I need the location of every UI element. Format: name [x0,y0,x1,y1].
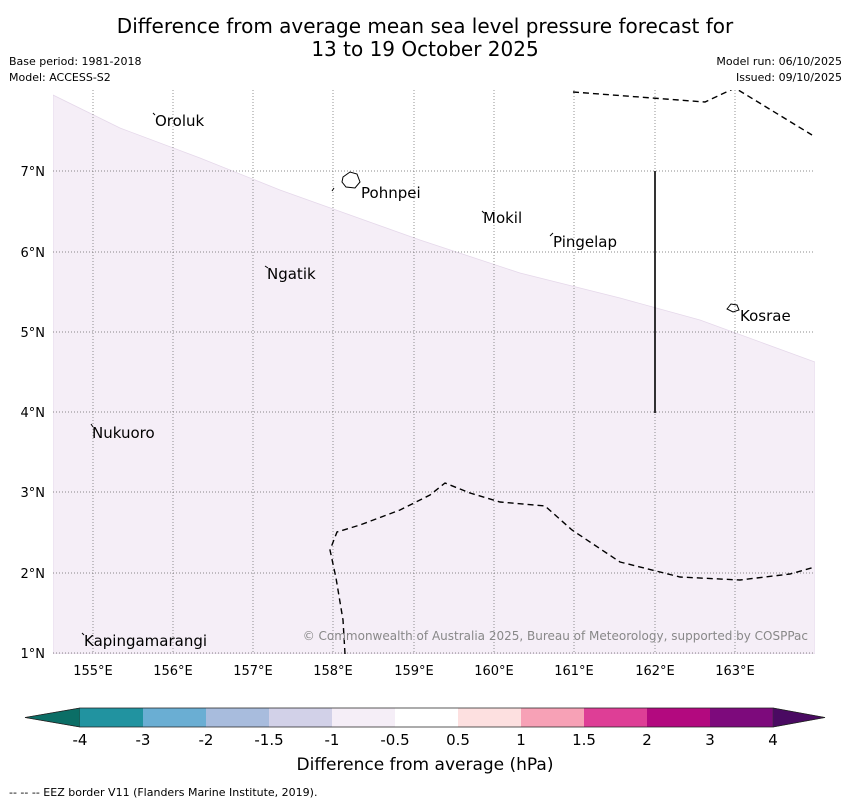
place-label-ngatik: Ngatik [267,265,316,283]
lat-tick-label: 7°N [21,165,46,180]
colorbar-swatch [710,708,773,727]
colorbar-swatch [269,708,332,727]
lon-tick-label: 158°E [313,664,353,679]
colorbar-tick-label: -3 [135,731,151,749]
colorbar-swatch [143,708,206,727]
lat-tick-label: 5°N [21,326,46,341]
lon-tick-label: 162°E [635,664,675,679]
colorbar-extend-low [24,707,81,728]
colorbar-swatch [647,708,710,727]
colorbar-swatch [80,708,143,727]
model-label: Model: ACCESS-S2 [9,71,111,84]
place-label-pingelap: Pingelap [553,233,617,251]
lat-tick-label: 6°N [21,246,46,261]
chart-title-line-2: 13 to 19 October 2025 [311,37,539,61]
lon-tick-label: 161°E [554,664,594,679]
colorbar-swatch [395,708,458,727]
eez-footnote: -- -- -- EEZ border V11 (Flanders Marine… [9,786,318,799]
colorbar-tick-label: 1.5 [572,731,596,749]
shaded-anomaly-region [53,94,815,654]
model-run-label: Model run: 06/10/2025 [716,55,842,68]
place-label-oroluk: Oroluk [155,112,204,130]
colorbar-tick-label: -0.5 [380,731,410,749]
meta-left: Base period: 1981-2018 Model: ACCESS-S2 [9,54,141,86]
colorbar-tick-label: 3 [705,731,715,749]
colorbar-swatch [332,708,395,727]
colorbar-tick-label: 2 [642,731,652,749]
lon-tick-label: 157°E [233,664,273,679]
colorbar-tick-label: -1 [324,731,340,749]
colorbar-swatch [521,708,584,727]
lon-tick-label: 156°E [153,664,193,679]
place-label-kosrae: Kosrae [740,307,791,325]
colorbar [24,707,826,728]
colorbar-tick-label: -2 [198,731,214,749]
lon-tick-label: 159°E [394,664,434,679]
copyright-notice: © Commonwealth of Australia 2025, Bureau… [303,629,808,643]
lat-tick-label: 3°N [21,486,46,501]
colorbar-swatch [206,708,269,727]
issued-label: Issued: 09/10/2025 [735,71,842,84]
colorbar-tick-label: 4 [768,731,778,749]
lat-tick-label: 1°N [21,647,46,662]
place-label-kapingamarangi: Kapingamarangi [84,632,207,650]
lat-tick-label: 2°N [21,567,46,582]
colorbar-title: Difference from average (hPa) [296,755,554,775]
colorbar-outline [24,707,826,728]
pohnpei-island [341,171,361,189]
base-period-label: Base period: 1981-2018 [9,55,142,68]
chart-title-line-1: Difference from average mean sea level p… [116,14,734,38]
colorbar-tick-label: 0.5 [446,731,470,749]
kosrae-island [726,303,740,313]
colorbar-swatch [584,708,647,727]
island-outlines [81,112,740,636]
colorbar-swatch [458,708,521,727]
place-label-pohnpei: Pohnpei [361,184,421,202]
place-label-mokil: Mokil [483,209,522,227]
eez-borders [329,90,815,654]
lon-tick-label: 160°E [474,664,514,679]
lon-tick-label: 163°E [715,664,755,679]
colorbar-tick-label: -1.5 [254,731,284,749]
lon-tick-label: 155°E [73,664,113,679]
meta-right: Model run: 06/10/2025 Issued: 09/10/2025 [716,54,842,86]
lat-tick-label: 4°N [21,406,46,421]
colorbar-tick-label: 1 [516,731,526,749]
place-label-nukuoro: Nukuoro [92,424,155,442]
colorbar-extend-high [772,707,826,728]
colorbar-tick-label: -4 [72,731,88,749]
